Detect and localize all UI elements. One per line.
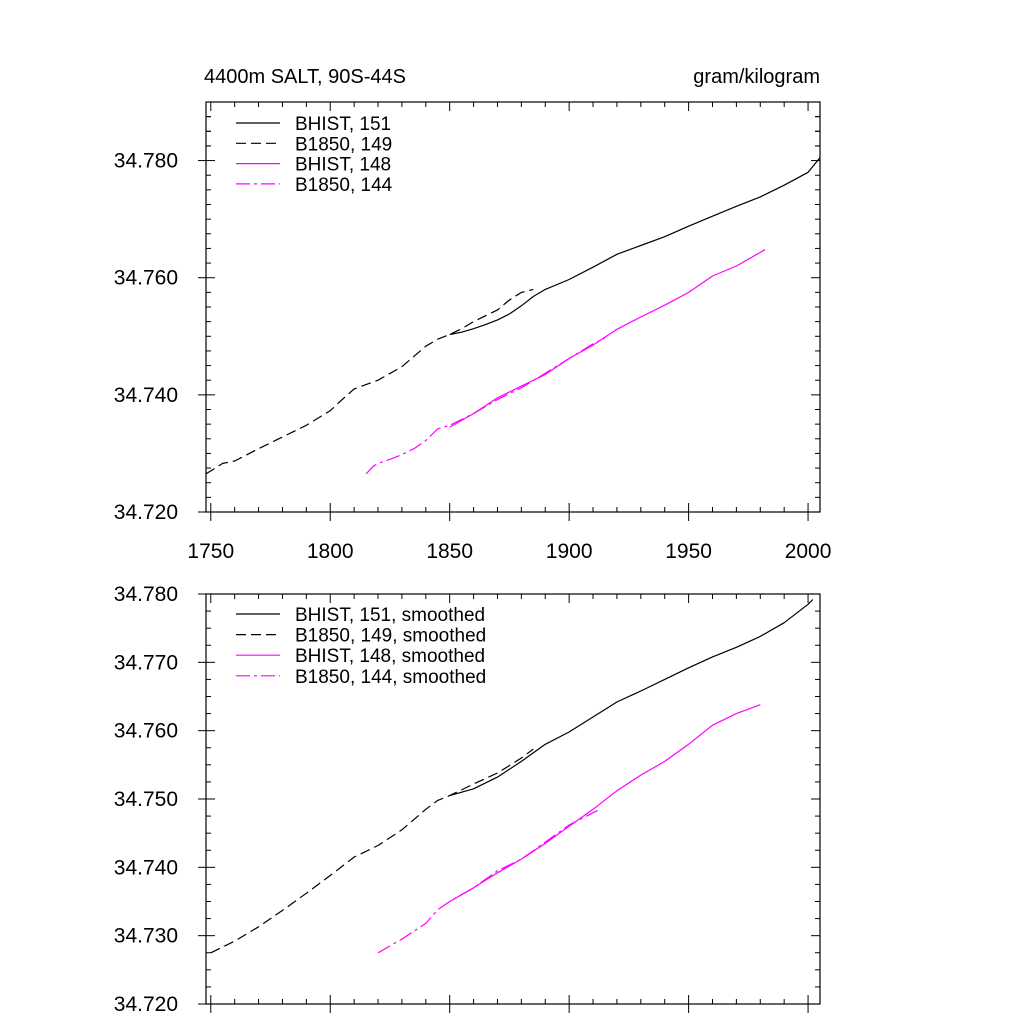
y-tick-label: 34.750 (114, 788, 178, 811)
y-tick-label: 34.780 (114, 150, 178, 173)
legend-label: B1850, 149 (295, 134, 392, 155)
chart-units: gram/kilogram (693, 66, 820, 88)
y-tick-label: 34.770 (114, 651, 178, 674)
y-tick-label: 34.760 (114, 720, 178, 743)
bottom-panel: 34.720 34.730 34.740 34.750 34.760 34.770 34.7… (114, 583, 821, 1016)
top-panel: 1750 1800 1850 1900 1950 2000 34.720 34.740 34.7… (114, 101, 832, 563)
y-tick-label: 34.740 (114, 856, 178, 879)
x-tick-label: 2000 (785, 540, 832, 563)
y-tick-label: 34.760 (114, 267, 178, 290)
legend-label: BHIST, 148 (295, 155, 391, 176)
series-line-1 (210, 748, 534, 954)
y-tick-label: 34.730 (114, 925, 178, 948)
legend-label: BHIST, 151, smoothed (295, 605, 485, 626)
legend-label: B1850, 144, smoothed (295, 667, 486, 688)
legend-label: BHIST, 148, smoothed (295, 646, 485, 667)
x-tick-label: 1850 (426, 540, 473, 563)
y-tick-label: 34.720 (114, 993, 178, 1016)
x-tick-label: 1750 (187, 540, 234, 563)
chart-title: 4400m SALT, 90S-44S (204, 66, 406, 88)
series-line-1 (205, 288, 534, 475)
series-line-0 (449, 157, 821, 336)
series-line-3 (377, 810, 599, 954)
series-line-2 (449, 249, 766, 428)
series-line-0 (449, 599, 814, 797)
legend-label: BHIST, 151 (295, 114, 391, 135)
y-tick-label: 34.740 (114, 384, 178, 407)
x-tick-label: 1950 (665, 540, 712, 563)
x-tick-label: 1800 (307, 540, 354, 563)
y-tick-label: 34.720 (114, 501, 178, 524)
x-tick-label: 1900 (546, 540, 593, 563)
series-line-2 (449, 704, 761, 903)
legend-label: B1850, 149, smoothed (295, 626, 486, 647)
y-tick-label: 34.780 (114, 583, 178, 606)
legend-label: B1850, 144 (295, 175, 393, 196)
